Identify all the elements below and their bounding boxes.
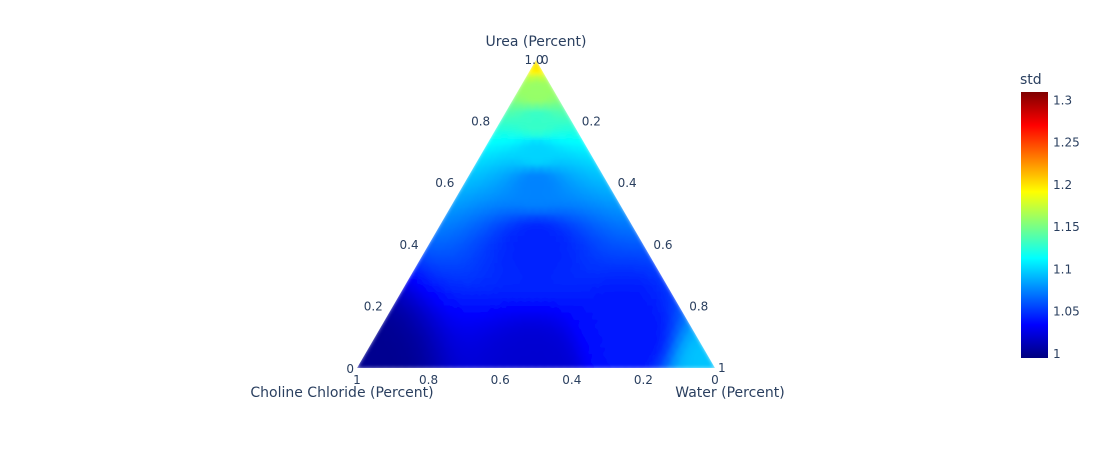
contour-cell [400,282,412,292]
contour-cell [526,65,538,75]
contour-cell [367,338,379,348]
axis-a-tick-label: 0 [346,362,354,376]
axis-b-ticks: 1 0.8 0.6 0.4 0.2 0 [353,373,719,387]
axis-a-ticks: 0.2 0.4 0.6 0.8 1.0 0 [346,53,543,376]
axis-b-tick-label: 0.6 [491,373,510,387]
contour-cell [420,247,432,257]
axis-c-tick-label: 0.8 [689,299,708,313]
contour-cell [498,114,509,124]
contour-cell [514,86,526,96]
contour-cell [437,219,448,229]
contour-cell [380,317,391,327]
axis-a-title: Urea (Percent) [486,34,587,50]
axis-c-tick-label: 1 [718,361,726,375]
axis-c-title: Water (Percent) [675,385,784,401]
colorbar-tick-label: 1.3 [1053,93,1072,107]
axis-b-tick-label: 0.8 [419,373,438,387]
axis-a-tick-label: 0.2 [364,299,383,313]
contour-cell [502,107,513,117]
colorbar: std 1 1.05 1.1 1.15 1.2 1.25 1.3 [1020,72,1080,361]
contour-cell [481,142,493,152]
axis-b-tick-label: 1 [353,373,361,387]
contour-cell [432,226,444,236]
colorbar-tick-label: 1.2 [1053,178,1072,192]
axis-b-title: Choline Chloride (Percent) [250,385,433,401]
axis-b-tick-label: 0.2 [634,373,653,387]
colorbar-title: std [1020,72,1042,88]
colorbar-tick-label: 1 [1053,347,1061,361]
axis-b-tick-label: 0 [711,373,719,387]
colorbar-gradient [1021,92,1048,358]
contour-cell [522,72,534,82]
colorbar-tick-label: 1.25 [1053,136,1080,150]
contour-cell [445,205,456,215]
axis-a-tick-label: 0.6 [435,176,454,190]
contour-cell [510,93,521,103]
colorbar-tick-label: 1.15 [1053,220,1080,234]
axis-c-tick-label: 0 [541,53,549,67]
colorbar-tick-label: 1.05 [1053,305,1080,319]
axis-c-tick-label: 0.6 [653,238,672,252]
contour-cell [490,128,501,138]
contour-field [357,60,715,368]
axis-c-ticks: 0.2 0.4 0.6 0.8 1 0 [541,53,726,375]
axis-a-tick-label: 0.8 [471,115,490,129]
contour-cell [412,261,424,271]
contour-cell [357,359,367,368]
contour-cell [424,240,436,250]
contour-cell [392,296,404,306]
axis-a-tick-label: 1.0 [524,53,543,67]
axis-b-tick-label: 0.4 [562,373,581,387]
contour-cell [457,184,469,194]
colorbar-tick-label: 1.1 [1053,262,1072,276]
contour-cell [396,289,408,299]
axis-c-tick-label: 0.2 [582,115,601,129]
contour-cell [469,163,481,173]
contour-cell [485,135,497,145]
contour-cell [408,268,420,278]
axis-c-tick-label: 0.4 [618,176,637,190]
axis-a-tick-label: 0.4 [400,238,419,252]
